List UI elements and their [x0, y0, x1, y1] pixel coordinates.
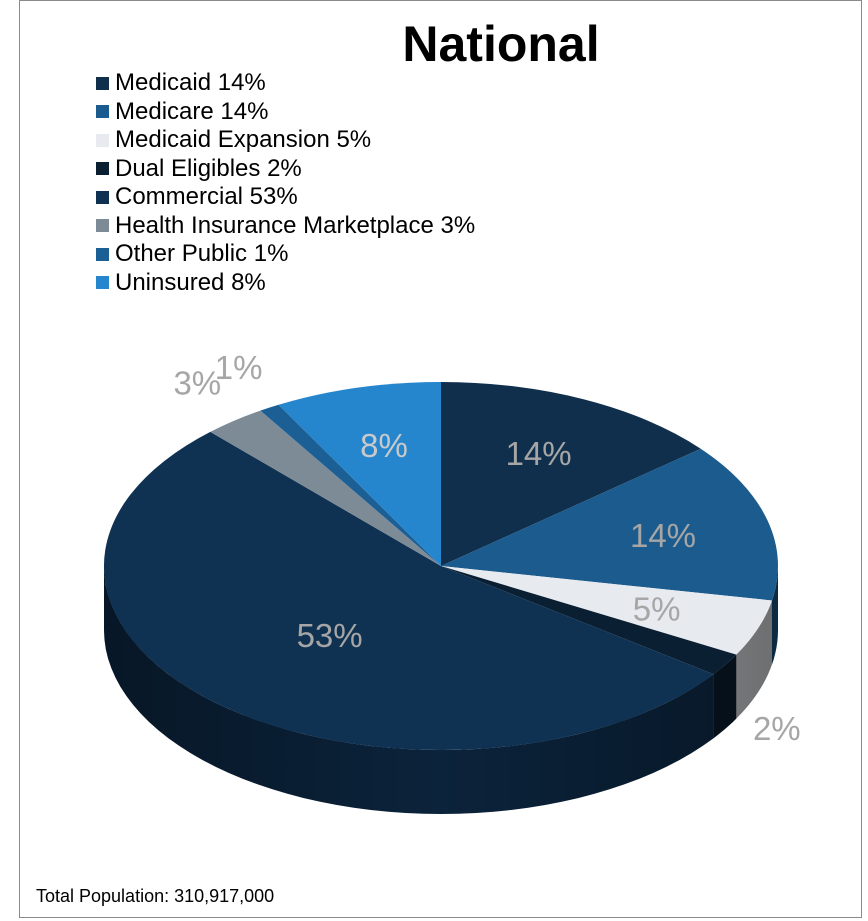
pie-slice-medicare — [441, 448, 778, 601]
legend-label: Medicare 14% — [115, 97, 269, 125]
legend-swatch — [96, 276, 109, 290]
chart-frame — [19, 0, 862, 918]
legend-item: Medicaid 14% — [96, 69, 475, 98]
pie-slice-commercial — [103, 431, 714, 751]
pie-data-label: 8% — [360, 427, 408, 464]
legend-swatch — [96, 76, 109, 90]
pie-slice-other-public — [260, 404, 441, 566]
legend-swatch — [96, 247, 109, 261]
legend-swatch — [96, 190, 109, 204]
legend-item: Medicare 14% — [96, 98, 475, 127]
legend-label: Health Insurance Marketplace 3% — [115, 211, 476, 239]
pie-data-label: 5% — [633, 590, 681, 627]
chart-title: National — [402, 16, 600, 72]
pie-data-label: 2% — [753, 710, 801, 747]
legend-item: Other Public 1% — [96, 240, 475, 269]
legend-swatch — [96, 162, 109, 176]
pie-data-label: 1% — [215, 349, 263, 386]
pie-side-walls — [104, 566, 778, 814]
pie-data-label: 14% — [630, 517, 696, 554]
legend-label: Commercial 53% — [115, 183, 298, 211]
total-population-note: Total Population: 310,917,000 — [36, 886, 275, 906]
pie-slice-medicaid-expansion — [441, 566, 772, 655]
pie-slice-dual-eligibles — [441, 566, 737, 675]
legend-label: Other Public 1% — [115, 240, 289, 268]
pie-slice-medicaid — [441, 382, 701, 566]
pie-data-labels: 14% 14% 5% 2% 53% 3%1% 8% — [173, 349, 800, 747]
legend-label: Uninsured 8% — [115, 268, 266, 296]
legend-swatch — [96, 219, 109, 233]
legend-label: Dual Eligibles 2% — [115, 154, 302, 182]
pie-data-label: 53% — [297, 617, 363, 654]
legend-item: Commercial 53% — [96, 183, 475, 212]
legend-item: Uninsured 8% — [96, 269, 475, 298]
pie-data-label: 3% — [173, 364, 221, 401]
legend-item: Dual Eligibles 2% — [96, 155, 475, 184]
legend-label: Medicaid Expansion 5% — [115, 126, 372, 154]
legend-swatch — [96, 133, 109, 147]
legend-item: Medicaid Expansion 5% — [96, 126, 475, 155]
pie-slice-health-insurance-marketplace — [210, 410, 441, 566]
legend-swatch — [96, 105, 109, 119]
legend-label: Medicaid 14% — [115, 69, 266, 97]
pie-side-shading — [104, 566, 778, 814]
legend-item: Health Insurance Marketplace 3% — [96, 212, 475, 241]
pie-data-label: 14% — [506, 435, 572, 472]
chart-legend: Medicaid 14% Medicare 14% Medicaid Expansi… — [96, 69, 475, 297]
pie-top-faces — [103, 382, 778, 751]
pie-slice-uninsured — [278, 382, 441, 566]
